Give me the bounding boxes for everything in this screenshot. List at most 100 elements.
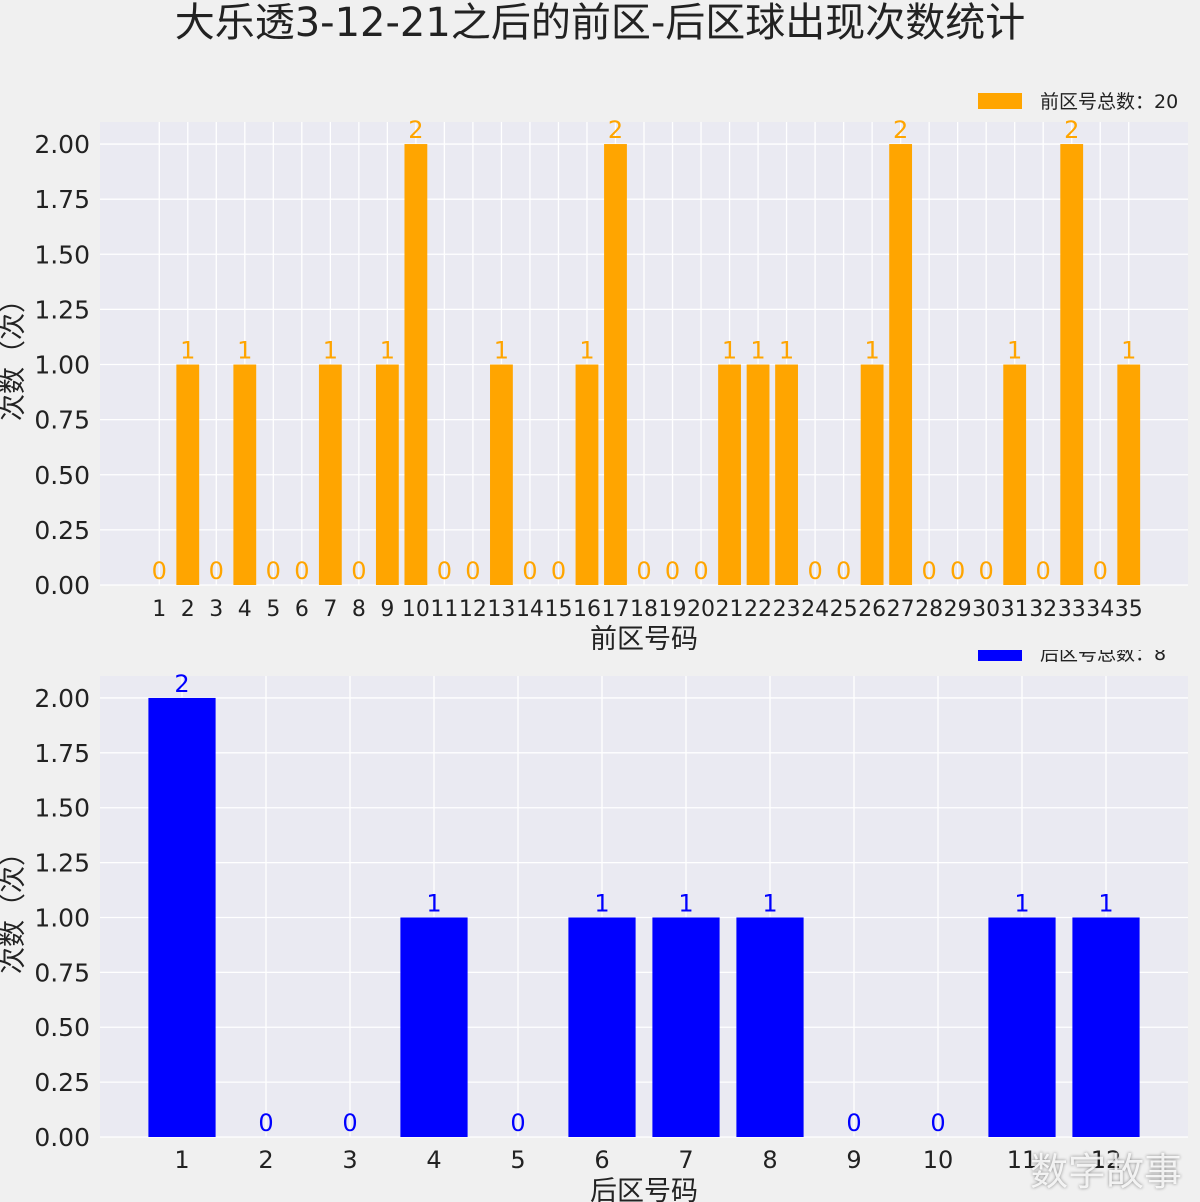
bar-value-label: 0: [1036, 557, 1051, 585]
y-tick-label: 1.25: [34, 849, 90, 878]
x-tick-label: 12: [459, 597, 487, 622]
bar-value-label: 0: [510, 1109, 525, 1137]
x-axis-label: 后区号码: [590, 1176, 698, 1202]
bar-value-label: 0: [294, 557, 309, 585]
bar-value-label: 2: [1064, 116, 1079, 144]
bar-value-label: 2: [893, 116, 908, 144]
x-tick-label: 7: [678, 1146, 693, 1174]
y-tick-label: 0.50: [34, 1013, 90, 1042]
x-tick-label: 18: [630, 597, 658, 622]
x-tick-label: 4: [238, 597, 252, 622]
x-tick-label: 2: [258, 1146, 273, 1174]
bar: [490, 364, 513, 585]
legend-label: 后区号总数：8: [1040, 650, 1166, 665]
bar-value-label: 2: [408, 116, 423, 144]
bar-value-label: 1: [750, 337, 765, 365]
bar: [1117, 364, 1141, 585]
y-tick-label: 1.50: [34, 240, 90, 269]
bar: [736, 917, 804, 1137]
x-tick-label: 15: [544, 597, 572, 622]
y-tick-label: 1.75: [34, 739, 90, 768]
bar-value-label: 0: [465, 557, 480, 585]
bar: [718, 364, 741, 585]
bar-value-label: 0: [351, 557, 366, 585]
bar: [233, 364, 257, 585]
bar-value-label: 1: [1007, 337, 1022, 365]
x-tick-label: 28: [915, 597, 943, 622]
x-tick-label: 34: [1086, 597, 1114, 622]
bar: [318, 364, 342, 585]
x-tick-label: 1: [174, 1146, 189, 1174]
y-tick-label: 2.00: [34, 130, 90, 159]
bar-value-label: 1: [678, 889, 693, 917]
x-tick-label: 29: [944, 597, 972, 622]
x-tick-label: 24: [801, 597, 829, 622]
bar-value-label: 0: [922, 557, 937, 585]
x-tick-label: 6: [295, 597, 309, 622]
bar-value-label: 1: [323, 337, 338, 365]
bar-value-label: 0: [807, 557, 822, 585]
x-tick-label: 5: [266, 597, 280, 622]
bar-value-label: 1: [864, 337, 879, 365]
y-tick-label: 0.00: [34, 1123, 90, 1152]
bar-value-label: 0: [979, 557, 994, 585]
x-tick-label: 11: [430, 597, 458, 622]
chart-title: 大乐透3-12-21之后的前区-后区球出现次数统计: [174, 0, 1026, 46]
bar: [404, 144, 428, 586]
y-tick-label: 1.75: [34, 185, 90, 214]
bar-value-label: 0: [522, 557, 537, 585]
x-tick-label: 11: [1007, 1146, 1038, 1174]
bar: [988, 917, 1056, 1137]
x-axis-label: 前区号码: [590, 624, 698, 650]
bar: [860, 364, 884, 585]
x-tick-label: 2: [181, 597, 195, 622]
bar: [568, 917, 636, 1137]
bar-value-label: 1: [1098, 889, 1113, 917]
x-tick-label: 3: [342, 1146, 357, 1174]
bar-value-label: 2: [608, 116, 623, 144]
bar-value-label: 1: [722, 337, 737, 365]
bar: [400, 917, 468, 1137]
x-tick-label: 9: [846, 1146, 861, 1174]
bar: [148, 697, 216, 1137]
x-tick-label: 6: [594, 1146, 609, 1174]
bar: [1072, 917, 1140, 1137]
bar-value-label: 1: [1121, 337, 1136, 365]
bar-value-label: 0: [930, 1109, 945, 1137]
y-tick-label: 1.25: [34, 295, 90, 324]
x-tick-label: 14: [516, 597, 544, 622]
bar-value-label: 1: [380, 337, 395, 365]
bar-value-label: 0: [342, 1109, 357, 1137]
x-tick-label: 23: [773, 597, 801, 622]
bar-value-label: 1: [1014, 889, 1029, 917]
bar: [575, 364, 599, 585]
x-tick-label: 26: [858, 597, 886, 622]
x-tick-label: 25: [830, 597, 858, 622]
x-tick-label: 3: [209, 597, 223, 622]
back-zone-chart: 0.000.250.500.751.001.251.501.752.00 2102…: [0, 650, 1188, 1202]
bar-value-label: 0: [950, 557, 965, 585]
bar: [889, 144, 913, 586]
x-tick-label: 10: [402, 597, 430, 622]
x-tick-label: 7: [323, 597, 337, 622]
y-tick-label: 0.25: [34, 1068, 90, 1097]
bar-value-label: 0: [437, 557, 452, 585]
x-tick-label: 32: [1029, 597, 1057, 622]
bar: [652, 917, 720, 1137]
bar-value-label: 0: [266, 557, 281, 585]
x-tick-label: 19: [659, 597, 687, 622]
x-tick-label: 33: [1058, 597, 1086, 622]
x-tick-label: 4: [426, 1146, 441, 1174]
x-tick-label: 27: [887, 597, 915, 622]
bar: [176, 364, 200, 585]
bar-value-label: 1: [494, 337, 509, 365]
bar-value-label: 0: [551, 557, 566, 585]
front-zone-chart: 0.000.250.500.751.001.251.501.752.000112…: [0, 91, 1188, 650]
x-tick-label: 30: [972, 597, 1000, 622]
legend-swatch: [978, 93, 1022, 109]
bar-value-label: 1: [762, 889, 777, 917]
y-tick-label: 1.00: [34, 351, 90, 380]
bar: [1003, 364, 1027, 585]
legend-swatch: [978, 650, 1022, 661]
y-tick-label: 0.00: [34, 571, 90, 600]
